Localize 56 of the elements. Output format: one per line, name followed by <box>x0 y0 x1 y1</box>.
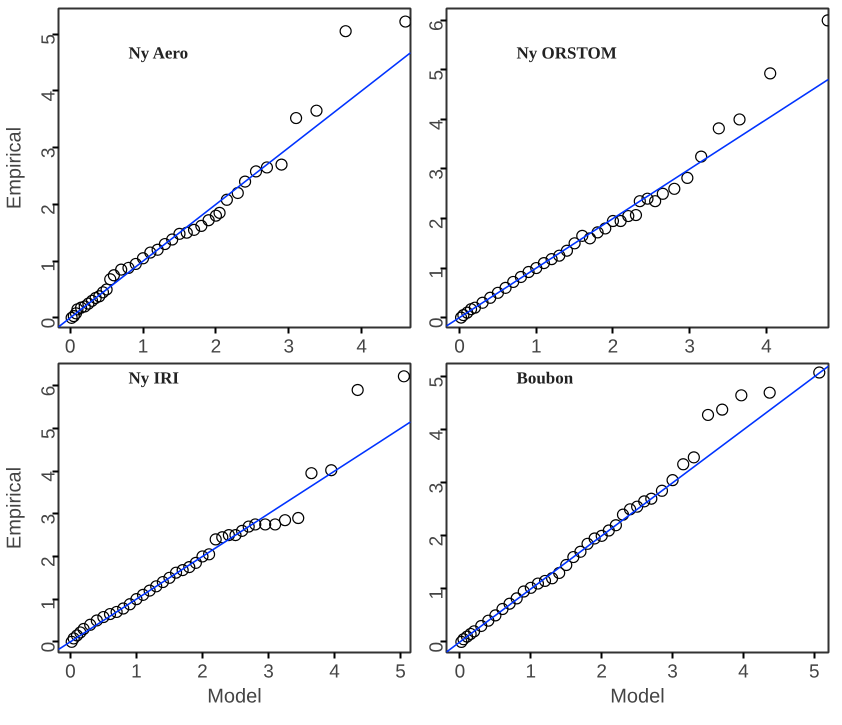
y-tick-label: 2 <box>426 536 448 546</box>
x-tick-label: 1 <box>526 662 536 682</box>
x-tick-label: 5 <box>395 662 406 682</box>
x-tick-label: 2 <box>210 336 222 358</box>
y-tick-label: 4 <box>38 90 60 102</box>
x-tick-label: 1 <box>131 662 142 682</box>
y-tick-label: 4 <box>38 470 60 482</box>
y-tick-label: 1 <box>426 268 448 279</box>
y-tick-label: 1 <box>38 599 60 610</box>
chart-title: Ny IRI <box>128 368 180 388</box>
x-tick-label: 3 <box>263 662 274 682</box>
y-tick-label: 4 <box>426 119 448 130</box>
y-tick-label: 3 <box>38 514 60 524</box>
y-tick-label: 5 <box>38 34 60 45</box>
y-axis-title: Empirical <box>4 466 26 550</box>
y-axis-title: Empirical <box>4 126 26 210</box>
y-tick-label: 0 <box>426 318 448 328</box>
y-tick-label: 0 <box>38 318 60 328</box>
x-tick-label: 4 <box>738 662 750 682</box>
y-tick-label: 0 <box>426 642 448 652</box>
x-tick-label: 2 <box>197 662 208 682</box>
x-tick-label: 0 <box>64 336 76 358</box>
text: Ny Aero <box>128 44 188 62</box>
x-tick-label: 2 <box>596 662 608 682</box>
chart-title: Boubon <box>516 368 574 388</box>
x-axis-title: Model <box>610 686 665 708</box>
y-tick-label: 2 <box>38 556 60 568</box>
x-tick-label: 0 <box>454 662 466 682</box>
y-tick-label: 5 <box>38 428 60 439</box>
y-tick-label: 5 <box>426 70 448 80</box>
y-tick-label: 1 <box>38 261 60 272</box>
y-tick-label: 0 <box>38 642 60 652</box>
y-tick-label: 6 <box>426 20 448 31</box>
x-tick-label: 3 <box>667 662 678 682</box>
x-tick-label: 5 <box>809 662 820 682</box>
y-tick-label: 6 <box>38 386 60 396</box>
y-tick-label: 3 <box>38 148 60 158</box>
x-tick-label: 3 <box>284 336 294 358</box>
x-tick-label: 4 <box>761 336 772 358</box>
y-tick-label: 5 <box>426 376 448 388</box>
y-tick-label: 2 <box>426 218 448 230</box>
text: Ny ORSTOM <box>516 44 617 62</box>
x-tick-label: 4 <box>356 336 368 358</box>
x-tick-label: 0 <box>65 662 76 682</box>
x-axis-title: Model <box>207 686 262 708</box>
x-tick-label: 3 <box>684 336 695 358</box>
x-tick-label: 0 <box>454 336 465 358</box>
y-tick-label: 4 <box>426 429 448 440</box>
y-tick-label: 3 <box>426 482 448 494</box>
x-tick-label: 2 <box>608 336 618 358</box>
y-tick-label: 2 <box>38 204 60 215</box>
x-tick-label: 4 <box>329 662 340 682</box>
x-tick-label: 1 <box>530 336 542 358</box>
y-tick-label: 1 <box>426 588 448 600</box>
y-tick-label: 3 <box>426 168 448 180</box>
x-tick-label: 1 <box>138 336 148 358</box>
